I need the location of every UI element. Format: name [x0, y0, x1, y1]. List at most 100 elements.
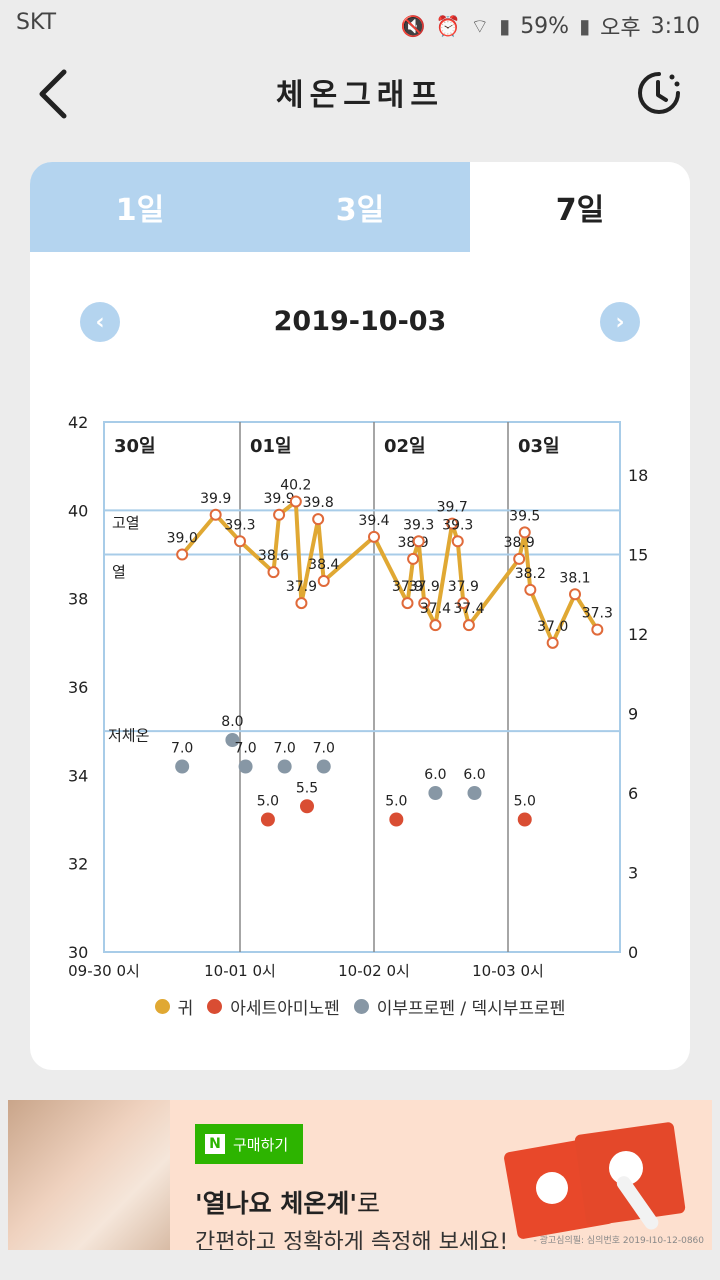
- day-label: 02일: [384, 436, 426, 457]
- ad-banner[interactable]: N 구매하기 '열나요 체온계'로 간편하고 정확하게 측정해 보세요! - 광…: [8, 1100, 712, 1250]
- data-label-ear: 39.7: [437, 500, 468, 516]
- y-left-tick-label: 34: [68, 766, 88, 785]
- date-navigator: ‹ 2019-10-03 ›: [30, 302, 690, 346]
- y-right-tick-label: 15: [628, 546, 648, 565]
- y-right-tick-label: 3: [628, 864, 638, 883]
- zone-label-high: 고열: [112, 514, 140, 532]
- data-point-acetaminophen: [517, 812, 532, 827]
- app-header: 체온그래프: [0, 50, 720, 140]
- data-point-ibuprofen: [277, 759, 292, 774]
- data-label-ear: 39.4: [358, 513, 389, 529]
- data-label-acetaminophen: 5.0: [385, 794, 407, 810]
- data-label-ibuprofen: 8.0: [221, 714, 243, 730]
- data-point-ear: [446, 517, 459, 530]
- plot-frame: [103, 421, 621, 953]
- data-label-ear: 39.5: [509, 508, 540, 524]
- data-label-ear: 38.9: [504, 535, 535, 551]
- ad-headline-quote: '열나요 체온계': [195, 1189, 358, 1218]
- legend-item-ear: 귀: [154, 994, 194, 1019]
- ad-headline-tail: 로: [357, 1189, 381, 1218]
- data-point-ibuprofen: [467, 786, 482, 800]
- chevron-left-icon: ‹: [95, 309, 105, 335]
- history-button[interactable]: [634, 68, 684, 118]
- data-point-ibuprofen: [225, 733, 240, 747]
- signal-icon: ▮: [499, 14, 511, 38]
- ad-fine-print: - 광고심의필: 심의번호 2019-I10-12-0860: [533, 1236, 705, 1246]
- data-label-ear: 39.9: [263, 491, 294, 507]
- next-date-button[interactable]: ›: [600, 302, 640, 342]
- data-point-ear: [176, 548, 189, 561]
- data-label-acetaminophen: 5.0: [257, 794, 279, 810]
- data-label-ear: 39.3: [224, 517, 255, 533]
- data-label-acetaminophen: 5.5: [296, 780, 318, 796]
- tab-7-days[interactable]: 7일: [470, 162, 690, 252]
- data-point-ear: [412, 535, 425, 548]
- battery-level: 59%: [520, 13, 570, 39]
- tab-1-day[interactable]: 1일: [30, 162, 250, 252]
- day-label: 30일: [114, 436, 156, 457]
- chart-grid: [103, 421, 621, 953]
- zone-label-fever: 열: [112, 563, 126, 581]
- ad-photo: [8, 1100, 170, 1250]
- buy-button[interactable]: N 구매하기: [195, 1124, 303, 1164]
- mute-icon: 🔇: [400, 14, 426, 38]
- data-point-acetaminophen: [260, 812, 275, 827]
- data-point-ear: [451, 535, 464, 548]
- data-point-ear: [295, 597, 308, 610]
- data-point-ear: [546, 636, 559, 649]
- data-point-ear: [368, 530, 380, 543]
- data-label-ear: 37.4: [420, 601, 451, 617]
- data-label-ear: 39.3: [403, 517, 434, 533]
- data-point-ear: [289, 495, 302, 508]
- carrier-label: SKT: [16, 10, 57, 35]
- y-left-tick-label: 30: [68, 943, 88, 962]
- y-right-tick-label: 0: [628, 943, 638, 962]
- y-left-tick-label: 42: [68, 413, 88, 432]
- back-button[interactable]: [30, 64, 80, 124]
- data-label-ibuprofen: 6.0: [424, 767, 446, 783]
- data-point-ear: [569, 588, 581, 601]
- data-label-ibuprofen: 7.0: [234, 741, 256, 757]
- period-tabs: 1일 3일 7일: [30, 162, 690, 252]
- ad-subline: 간편하고 정확하게 측정해 보세요!: [195, 1230, 509, 1250]
- day-label: 01일: [250, 436, 292, 457]
- data-label-ear: 38.4: [308, 557, 339, 573]
- data-point-ear: [462, 619, 475, 632]
- data-label-ear: 37.3: [582, 606, 613, 622]
- data-label-ear: 38.6: [258, 548, 289, 564]
- data-point-ear: [209, 508, 222, 521]
- y-left-tick-label: 38: [68, 590, 88, 609]
- data-point-ear: [273, 508, 286, 521]
- data-label-ear: 39.8: [303, 495, 334, 511]
- legend-swatch-acetaminophen: [207, 999, 223, 1014]
- x-tick-label: 10-02 0시: [338, 962, 410, 980]
- legend-item-acetaminophen: 아세트아미노펜: [207, 994, 340, 1019]
- tab-3-days[interactable]: 3일: [250, 162, 470, 252]
- data-point-acetaminophen: [300, 799, 314, 814]
- data-point-ibuprofen: [316, 759, 331, 774]
- chevron-right-icon: ›: [615, 309, 625, 335]
- prev-date-button[interactable]: ‹: [80, 302, 120, 342]
- naver-icon: N: [205, 1134, 225, 1154]
- legend-label-acetaminophen: 아세트아미노펜: [230, 999, 340, 1019]
- x-tick-label: 10-03 0시: [472, 962, 544, 980]
- clock-time: 3:10: [650, 13, 700, 39]
- chart-legend: 귀 아세트아미노펜 이부프로펜 / 덱시부프로펜: [30, 994, 690, 1019]
- day-label: 03일: [518, 436, 560, 457]
- x-tick-label: 09-30 0시: [68, 962, 140, 980]
- legend-label-ear: 귀: [177, 999, 194, 1019]
- ad-headline: '열나요 체온계'로: [195, 1184, 380, 1220]
- buy-label: 구매하기: [233, 1135, 289, 1154]
- clock-history-icon: [638, 72, 680, 114]
- y-right-tick-label: 9: [628, 705, 638, 724]
- y-left-tick-label: 40: [68, 501, 88, 520]
- chevron-left-icon: [39, 69, 67, 119]
- data-label-ear: 37.9: [409, 579, 440, 595]
- data-point-ear: [524, 583, 537, 596]
- ampm-label: 오후: [600, 16, 641, 41]
- data-point-ear: [234, 535, 246, 548]
- data-label-acetaminophen: 5.0: [514, 794, 536, 810]
- data-label-ibuprofen: 7.0: [171, 741, 193, 757]
